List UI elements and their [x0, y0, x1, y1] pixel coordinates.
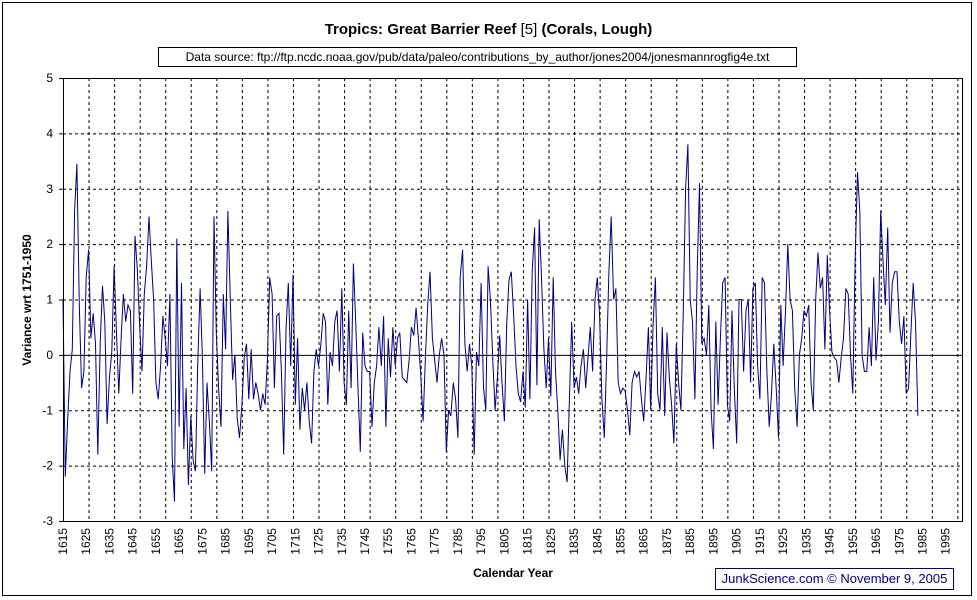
x-tick-label: 1685	[219, 528, 233, 555]
y-axis-title: Variance wrt 1751-1950	[20, 234, 34, 366]
x-tick-label: 1875	[660, 528, 674, 555]
gridlines	[63, 78, 962, 521]
x-tick-label: 1885	[683, 528, 697, 555]
x-tick-label: 1915	[753, 528, 767, 555]
x-tick-label: 1955	[846, 528, 860, 555]
y-tick-label: -1	[42, 403, 53, 417]
x-tick-label: 1615	[56, 528, 70, 555]
x-tick-label: 1765	[404, 528, 418, 555]
plot-border	[63, 78, 963, 522]
copyright-footer: JunkScience.com © November 9, 2005	[715, 568, 954, 590]
x-tick-label: 1995	[939, 528, 953, 555]
x-tick-label: 1845	[590, 528, 604, 555]
x-tick-label: 1755	[381, 528, 395, 555]
chart-title: Tropics: Great Barrier Reef [5] (Corals,…	[0, 21, 977, 38]
y-tick-label: 2	[46, 237, 53, 251]
y-tick-label: 4	[46, 126, 53, 140]
x-axis-ticks: 1615 1625 1635 1645 1655 1665 1675 1685 1695 1705…	[56, 528, 953, 555]
series-line	[62, 144, 919, 502]
x-tick-label: 1985	[916, 528, 930, 555]
x-tick-label: 1925	[776, 528, 790, 555]
x-tick-label: 1905	[730, 528, 744, 555]
title-tail: (Corals, Lough)	[541, 21, 653, 38]
y-axis-ticks: -3 -2 -1 0 1 2 3 4 5	[42, 71, 63, 528]
title-reference: [5]	[520, 21, 538, 38]
title-main: Tropics: Great Barrier Reef	[324, 21, 517, 38]
x-tick-label: 1945	[823, 528, 837, 555]
y-tick-label: 1	[46, 293, 53, 307]
y-tick-label: -3	[42, 514, 53, 528]
x-axis-title: Calendar Year	[473, 566, 553, 580]
x-tick-label: 1715	[288, 528, 302, 555]
x-tick-label: 1675	[195, 528, 209, 555]
x-tick-label: 1785	[451, 528, 465, 555]
x-tick-label: 1825	[544, 528, 558, 555]
x-tick-label: 1725	[312, 528, 326, 555]
x-tick-label: 1935	[799, 528, 813, 555]
x-tick-label: 1975	[892, 528, 906, 555]
x-tick-label: 1635	[102, 528, 116, 555]
x-tick-label: 1965	[869, 528, 883, 555]
x-tick-label: 1705	[265, 528, 279, 555]
y-tick-label: 0	[46, 348, 53, 362]
y-tick-label: -2	[42, 459, 53, 473]
x-tick-label: 1805	[497, 528, 511, 555]
data-source-box: Data source: ftp://ftp.ncdc.noaa.gov/pub…	[158, 47, 797, 67]
y-tick-label: 3	[46, 182, 53, 196]
x-tick-label: 1655	[149, 528, 163, 555]
x-tick-label: 1895	[706, 528, 720, 555]
y-tick-label: 5	[46, 71, 53, 85]
x-tick-label: 1815	[521, 528, 535, 555]
x-tick-label: 1865	[637, 528, 651, 555]
x-tick-label: 1795	[474, 528, 488, 555]
x-tick-label: 1735	[335, 528, 349, 555]
x-tick-label: 1625	[79, 528, 93, 555]
x-tick-label: 1855	[614, 528, 628, 555]
x-tick-label: 1745	[358, 528, 372, 555]
x-tick-label: 1665	[172, 528, 186, 555]
x-tick-label: 1775	[428, 528, 442, 555]
x-tick-label: 1695	[242, 528, 256, 555]
x-tick-label: 1645	[126, 528, 140, 555]
x-tick-label: 1835	[567, 528, 581, 555]
